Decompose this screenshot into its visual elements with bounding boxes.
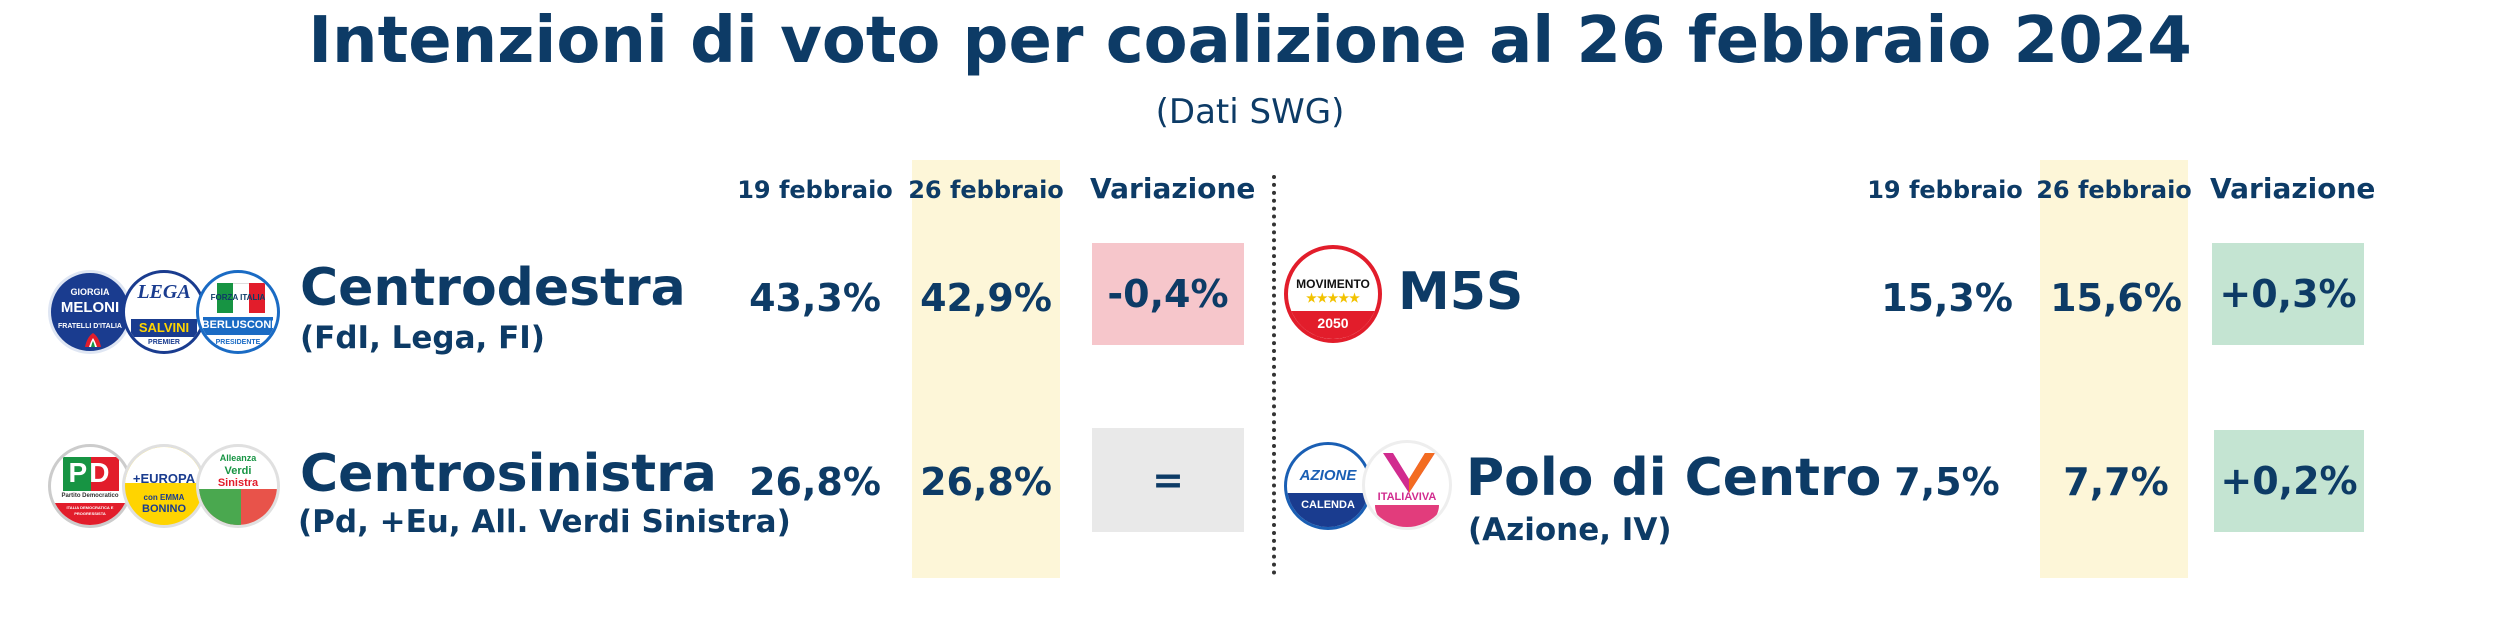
tricolor-flame-icon — [85, 333, 101, 347]
coalition-name: M5S — [1398, 262, 1524, 322]
logo-strip — [203, 317, 273, 335]
logo-label: PD — [68, 457, 112, 488]
logo-label: 2050 — [1317, 315, 1349, 331]
piu-europa-logo-icon: +EUROPA con EMMA BONINO — [122, 444, 206, 528]
column-divider — [1272, 175, 1276, 575]
azione-calenda-logo-icon: AZIONE CALENDA — [1284, 442, 1372, 530]
logo-strip — [1287, 493, 1369, 527]
column-header-prev: 19 febbraio — [737, 176, 893, 204]
italia-viva-logo-icon: ITALIAVIVA — [1362, 440, 1452, 530]
flag-red — [249, 283, 265, 313]
chart-subtitle: (Dati SWG) — [1155, 92, 1345, 132]
logo-label: ★★★★★ — [1306, 291, 1360, 305]
column-header-curr: 26 febbraio — [2036, 176, 2192, 204]
logo-top — [125, 447, 203, 483]
logo-label: ITALIA DEMOCRATICA E PROGRESSISTA — [66, 505, 114, 516]
coalition-members: (Azione, IV) — [1468, 512, 1672, 548]
column-header-delta: Variazione — [2210, 172, 2376, 205]
logo-label: SALVINI — [138, 320, 190, 335]
logo-strip — [131, 319, 197, 337]
current-column-band-left — [912, 160, 1060, 578]
m5s-logo-icon: MOVIMENTO ★★★★★ 2050 — [1284, 245, 1382, 343]
flag-white — [233, 283, 249, 314]
column-header-delta: Variazione — [1090, 172, 1256, 205]
logo-label: ITALIAVIVA — [1377, 491, 1437, 503]
logo-label: Partito Democratico — [61, 493, 119, 499]
value-prev: 15,3% — [1881, 276, 2013, 320]
column-header-curr: 26 febbraio — [908, 176, 1064, 204]
coalition-name: Centrodestra — [300, 258, 686, 318]
chart-title: Intenzioni di voto per coalizione al 26 … — [308, 4, 2192, 78]
logo-label: GIORGIA — [70, 287, 110, 297]
logo-label: BONINO — [142, 503, 186, 515]
value-curr: 42,9% — [920, 276, 1052, 320]
logo-label: Verdi — [224, 465, 252, 477]
current-column-band-right — [2040, 160, 2188, 578]
coalition-name: Polo di Centro — [1466, 448, 1882, 508]
column-header-prev: 19 febbraio — [1867, 176, 2023, 204]
coalition-members: (Pd, +Eu, All. Verdi Sinistra) — [298, 504, 791, 540]
delta-badge: +0,2% — [2214, 430, 2364, 532]
logo-swoosh — [1375, 505, 1439, 527]
forza-italia-berlusconi-logo-icon: FORZA ITALIA BERLUSCONI PRESIDENTE — [196, 270, 280, 354]
coalition-members: (FdI, Lega, FI) — [300, 320, 545, 356]
avs-logo-icon: Alleanza Verdi Sinistra — [196, 444, 280, 528]
delta-badge: +0,3% — [2212, 243, 2364, 345]
value-curr: 26,8% — [920, 460, 1052, 504]
delta-badge: = — [1092, 428, 1244, 532]
value-curr: 15,6% — [2050, 276, 2182, 320]
logo-bottom-green — [199, 489, 241, 525]
logo-label: Sinistra — [217, 477, 259, 489]
logo-block-red — [91, 457, 119, 491]
logo-label: CALENDA — [1301, 499, 1355, 511]
logo-label: AZIONE — [1299, 467, 1357, 484]
pd-logo-icon: PD Partito Democratico ITALIA DEMOCRATIC… — [48, 444, 132, 528]
logo-label: MOVIMENTO — [1296, 277, 1370, 291]
delta-badge: -0,4% — [1092, 243, 1244, 345]
logo-label: Alleanza — [219, 453, 257, 463]
logo-strip — [1288, 311, 1378, 339]
logo-label: FRATELLI D'ITALIA — [57, 323, 122, 330]
logo-label: +EUROPA — [132, 471, 196, 486]
coalition-name: Centrosinistra — [300, 444, 717, 504]
fdi-meloni-logo-icon: GIORGIA MELONI FRATELLI D'ITALIA — [48, 270, 132, 354]
value-prev: 7,5% — [1894, 460, 2000, 504]
coalition-logos: GIORGIA MELONI FRATELLI D'ITALIA LEGA SA… — [48, 270, 280, 360]
lega-salvini-logo-icon: LEGA SALVINI PREMIER — [122, 270, 206, 354]
logo-label: MELONI — [60, 299, 120, 316]
logo-label: PRESIDENTE — [215, 339, 261, 346]
logo-label: PREMIER — [148, 339, 180, 346]
flag-green — [217, 283, 233, 313]
value-curr: 7,7% — [2063, 460, 2169, 504]
logo-label: FORZA ITALIA — [210, 293, 266, 302]
value-prev: 43,3% — [749, 276, 881, 320]
logo-block-green — [63, 457, 91, 491]
logo-label: LEGA — [137, 281, 191, 303]
logo-strip — [55, 503, 125, 525]
logo-label: BERLUSCONI — [201, 319, 275, 331]
logo-label: con EMMA — [143, 493, 185, 502]
italia-viva-v-icon — [1383, 453, 1435, 493]
value-prev: 26,8% — [749, 460, 881, 504]
coalition-logos: PD Partito Democratico ITALIA DEMOCRATIC… — [48, 444, 280, 534]
